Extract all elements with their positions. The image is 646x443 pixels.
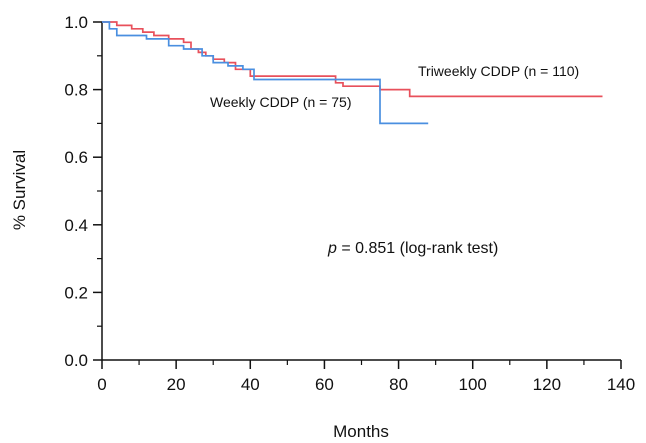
p-symbol: p [327, 240, 337, 257]
series-line-triweekly [102, 21, 603, 98]
x-tick-label: 120 [533, 375, 561, 394]
series-label-weekly: Weekly CDDP (n = 75) [210, 94, 351, 110]
y-tick-label: 0.4 [64, 216, 88, 235]
x-tick-label: 60 [315, 375, 334, 394]
y-tick-label: 0.6 [64, 148, 88, 167]
x-tick-label: 140 [607, 375, 635, 394]
y-tick-label: 0.8 [64, 81, 88, 100]
y-tick-label: 0.0 [64, 351, 88, 370]
p-value-text: = 0.851 (log-rank test) [337, 240, 498, 257]
x-tick-label: 100 [459, 375, 487, 394]
series-line-weekly [102, 21, 429, 125]
x-axis-label: Months [333, 422, 389, 441]
y-axis-label: % Survival [10, 150, 29, 230]
x-tick-label: 0 [97, 375, 106, 394]
x-tick-label: 40 [241, 375, 260, 394]
x-tick-label: 20 [167, 375, 186, 394]
series-label-triweekly: Triweekly CDDP (n = 110) [418, 63, 579, 79]
y-tick-label: 1.0 [64, 13, 88, 32]
axis-ticks: 0 20 40 60 80 100 120 140 0.0 0.2 0.4 0.6 0.8 1.0 [64, 13, 635, 394]
y-tick-label: 0.2 [64, 283, 88, 302]
p-value-annotation: p = 0.851 (log-rank test) [327, 240, 498, 257]
x-tick-label: 80 [389, 375, 408, 394]
plot-area [102, 21, 603, 125]
